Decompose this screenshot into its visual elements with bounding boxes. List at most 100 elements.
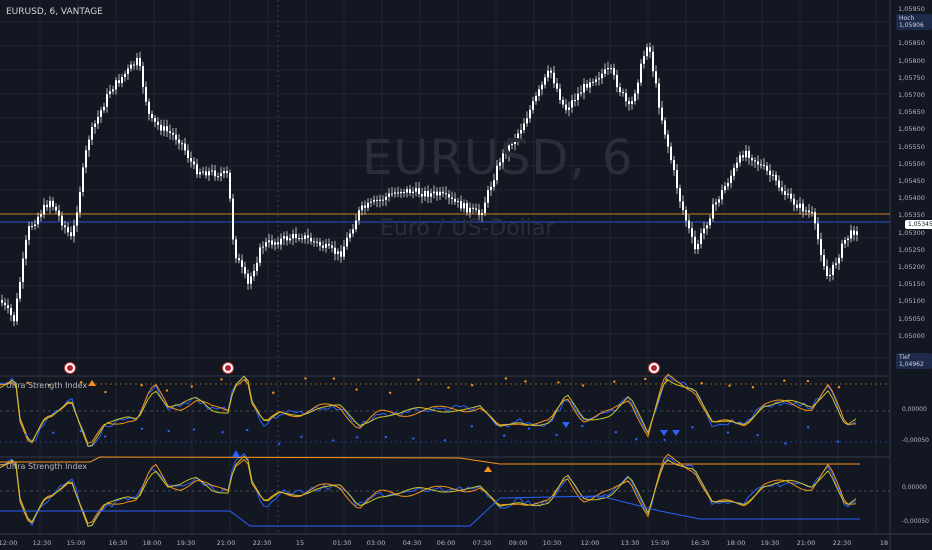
candle-body <box>754 160 756 162</box>
candle-body <box>517 133 519 140</box>
lower-signal-dot <box>756 433 759 437</box>
candle-body <box>160 124 162 131</box>
time-axis-label: 22:30 <box>832 539 852 547</box>
candle-body <box>88 139 90 151</box>
lower-signal-dot <box>246 428 249 432</box>
time-axis-label: 12:00 <box>0 539 18 547</box>
candle-body <box>115 80 117 90</box>
candle-body <box>34 224 36 226</box>
candle-body <box>601 73 603 79</box>
candle-body <box>109 91 111 95</box>
price-axis-label: 1,05600 <box>898 125 925 134</box>
candle-body <box>730 175 732 184</box>
candle-body <box>535 95 537 102</box>
upper-signal-dot <box>140 383 143 387</box>
lower-signal-dot <box>663 438 666 442</box>
candle-body <box>631 101 633 105</box>
candle-body <box>472 207 474 209</box>
candle-body <box>211 170 213 172</box>
candle-body <box>148 101 150 114</box>
candle-body <box>55 206 57 211</box>
upper-signal-dot <box>700 382 703 385</box>
candle-body <box>616 74 618 88</box>
indicator1-neg-label: -0,00050 <box>902 437 929 444</box>
candle-body <box>526 118 528 124</box>
candle-body <box>559 88 561 100</box>
candle-body <box>652 51 654 72</box>
upper-signal-dot <box>304 377 307 380</box>
candle-body <box>445 193 447 195</box>
candle-body <box>235 239 237 259</box>
candle-body <box>763 164 765 166</box>
indicator2-title[interactable]: Ultra Strength Index <box>6 462 88 471</box>
candle-body <box>583 83 585 93</box>
candle-body <box>52 200 54 207</box>
candle-body <box>205 171 207 176</box>
candle-body <box>157 121 159 125</box>
time-axis-label: 22:30 <box>252 539 272 547</box>
us-flag-event-icon[interactable] <box>648 362 660 374</box>
buy-triangle-icon <box>672 430 680 436</box>
lower-signal-dot <box>726 431 730 434</box>
candle-body <box>292 233 294 239</box>
candle-body <box>103 106 105 111</box>
lower-signal-dot <box>691 425 694 429</box>
time-axis-label: 01:30 <box>332 539 352 547</box>
candle-body <box>289 238 291 241</box>
candle-body <box>628 101 630 105</box>
candle-body <box>520 130 522 134</box>
candle-body <box>307 235 309 238</box>
candle-body <box>811 212 813 214</box>
sell-triangle-icon <box>88 380 96 386</box>
candle-body <box>172 133 174 135</box>
candle-body <box>283 236 285 239</box>
candle-body <box>679 188 681 202</box>
upper-signal-dot <box>244 379 247 382</box>
candle-body <box>781 187 783 192</box>
price-axis-label: 1,05000 <box>898 331 925 340</box>
us-flag-event-icon[interactable] <box>222 362 234 374</box>
low-tag: Tief 1,04962 <box>896 353 932 369</box>
candle-body <box>409 189 411 194</box>
time-axis-label: 04:30 <box>402 539 422 547</box>
candle-body <box>787 193 789 195</box>
candle-body <box>154 117 156 122</box>
candle-body <box>610 68 612 70</box>
candle-body <box>718 199 720 203</box>
candle-body <box>412 191 414 194</box>
upper-signal-dot <box>783 379 786 382</box>
candle-body <box>577 93 579 101</box>
candle-body <box>826 266 828 277</box>
upper-signal-dot <box>220 378 223 381</box>
candle-body <box>487 190 489 203</box>
candle-body <box>316 241 318 243</box>
indicator1-title[interactable]: Ultra Strength Index <box>6 381 88 390</box>
candle-body <box>340 251 342 257</box>
candle-body <box>37 216 39 225</box>
upper-signal-dot <box>728 384 731 387</box>
candle-body <box>580 92 582 94</box>
candle-body <box>595 79 597 82</box>
candle-body <box>280 238 282 245</box>
price-axis-label: 1,05350 <box>898 211 925 220</box>
upper-signal-dot <box>165 389 169 392</box>
candle-body <box>241 260 243 268</box>
us-flag-event-icon[interactable] <box>64 362 76 374</box>
candle-body <box>502 153 504 163</box>
candle-body <box>229 172 231 199</box>
candle-body <box>247 273 249 284</box>
symbol-watermark: EURUSD, 6 <box>362 130 634 186</box>
time-axis-label: 06:00 <box>436 539 456 547</box>
price-axis-label: 1,05550 <box>898 142 925 151</box>
upper-signal-dot <box>524 380 527 383</box>
candle-body <box>817 223 819 240</box>
symbol-title[interactable]: EURUSD, 6, VANTAGE <box>6 7 103 17</box>
candle-body <box>163 126 165 131</box>
candle-body <box>256 262 258 271</box>
candle-body <box>727 183 729 187</box>
candle-body <box>10 308 12 316</box>
candle-body <box>31 225 33 227</box>
candle-body <box>478 209 480 216</box>
